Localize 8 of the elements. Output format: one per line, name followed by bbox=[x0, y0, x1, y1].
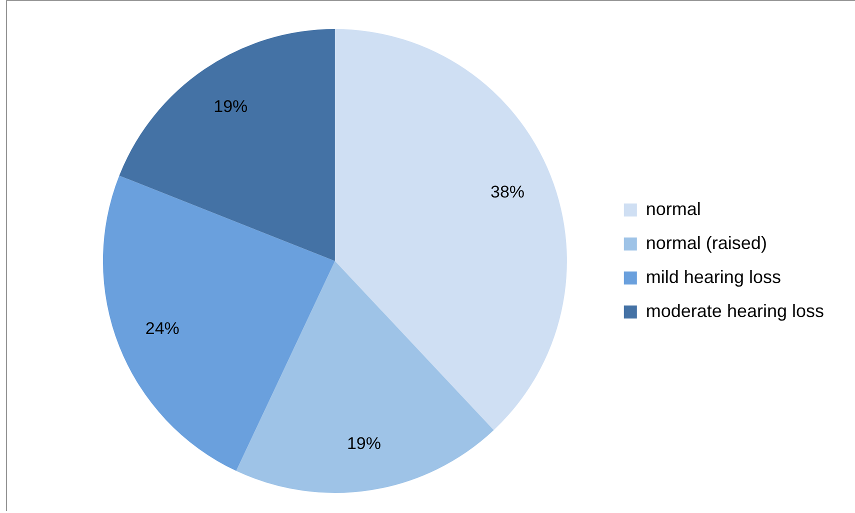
legend-label: moderate hearing loss bbox=[646, 300, 824, 321]
legend-label: mild hearing loss bbox=[646, 266, 781, 287]
data-label: 38% bbox=[490, 182, 525, 202]
legend-label: normal (raised) bbox=[646, 232, 767, 253]
data-label: 19% bbox=[214, 97, 248, 116]
data-label: 24% bbox=[145, 319, 180, 338]
data-label: 19% bbox=[346, 434, 381, 453]
legend-label: normal bbox=[646, 198, 701, 219]
